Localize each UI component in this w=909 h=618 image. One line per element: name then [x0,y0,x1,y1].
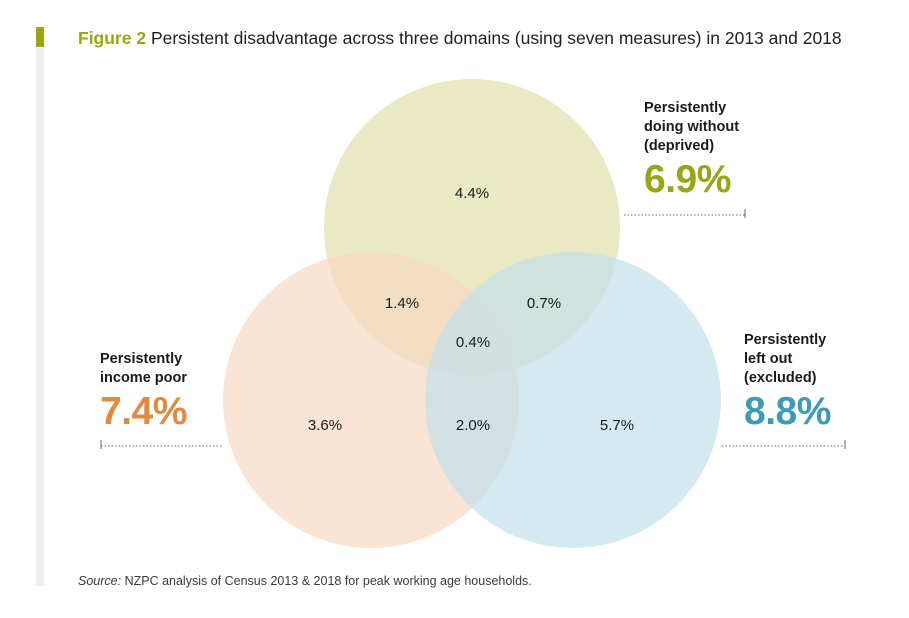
source-text: NZPC analysis of Census 2013 & 2018 for … [121,574,532,588]
callout-deprived-line-3: (deprived) [644,138,715,154]
leader-lines [100,209,846,449]
callout-deprived-line-1: Persistently [644,100,727,116]
callout-excluded-line-1: Persistently [744,332,827,348]
region-all-three: 0.4% [456,334,490,351]
callout-income-line-2: income poor [100,370,188,386]
callout-excluded-line-2: left out [744,351,793,367]
region-deprived-income: 1.4% [385,295,419,312]
callout-deprived: Persistently doing without (deprived) 6.… [644,99,739,202]
figure-title-text: Persistent disadvantage across three dom… [150,28,842,48]
callout-excluded: Persistently left out (excluded) 8.8% [744,331,831,434]
callout-deprived-line-2: doing without [644,119,740,135]
callout-excluded-total: 8.8% [744,390,831,433]
callout-excluded-line-3: (excluded) [744,370,817,386]
source-label: Source: [78,574,122,588]
callout-income-line-1: Persistently [100,351,183,367]
source-note: Source: NZPC analysis of Census 2013 & 2… [78,574,532,588]
region-excluded-only: 5.7% [600,417,634,434]
figure-label: Figure 2 [78,28,147,48]
callout-income-total: 7.4% [100,390,187,433]
title-accent-bar [36,27,44,47]
left-margin-rule [36,48,44,586]
figure-title: Figure 2 Persistent disadvantage across … [78,27,842,49]
callout-deprived-total: 6.9% [644,158,731,201]
region-deprived-excluded: 0.7% [527,295,561,312]
callout-income-poor: Persistently income poor 7.4% [100,350,187,434]
region-deprived-only: 4.4% [455,185,489,202]
circle-excluded [425,252,721,548]
region-income-excluded: 2.0% [456,417,490,434]
region-income-only: 3.6% [308,417,342,434]
